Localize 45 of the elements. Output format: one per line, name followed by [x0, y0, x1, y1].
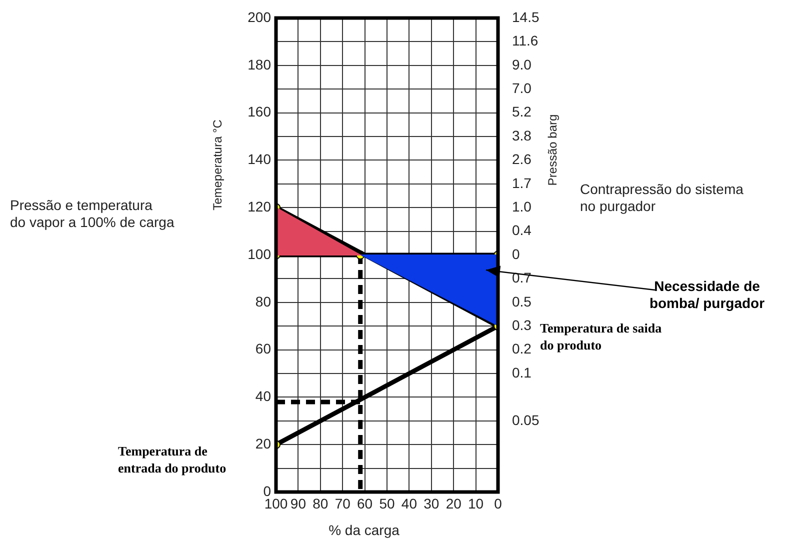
x-axis-title: % da carga	[328, 522, 400, 538]
x-tick-label: 40	[401, 495, 418, 512]
y-axis-title: Temeperatura °C	[210, 119, 224, 210]
text: 5.2	[512, 104, 532, 120]
text: 0.1	[512, 364, 532, 380]
x-tick-label: 0	[494, 495, 502, 512]
x-tick-label: 10	[468, 495, 484, 512]
text: 11.6	[512, 32, 538, 49]
text: 7.0	[512, 80, 532, 96]
y-tick-label: 40	[255, 388, 272, 404]
text: Necessidade de bomba/ purgador	[649, 278, 766, 311]
text: 14.5	[512, 8, 540, 25]
y-tick-label: 160	[248, 104, 272, 120]
text: Pressão e temperatura do vapor a 100% de carga	[10, 196, 174, 230]
y-tick-label: 0	[263, 482, 272, 499]
text: Temperatura de entrada do produto	[118, 443, 226, 476]
x-tick-label: 30	[424, 495, 440, 512]
y-tick-label: 60	[255, 340, 272, 357]
x-tick-label: 20	[446, 495, 462, 512]
y-tick-label: 100	[248, 246, 272, 262]
x-tick-label: 80	[312, 495, 328, 512]
text: 0.3	[512, 316, 532, 333]
text: Temperatura de saida do produto	[540, 320, 662, 352]
text: 9.0	[512, 56, 532, 72]
x-tick-label: 70	[334, 495, 351, 512]
y-tick-label: 200	[248, 8, 272, 25]
y-tick-label: 20	[255, 435, 272, 452]
text: 0	[512, 246, 520, 262]
text: 0.4	[512, 222, 532, 238]
text: 3.8	[512, 127, 532, 144]
y-tick-label: 140	[248, 151, 272, 168]
text: 2.6	[512, 151, 532, 168]
text: 0.05	[512, 412, 540, 428]
x-tick-label: 90	[290, 495, 306, 512]
text: 0.5	[512, 293, 532, 310]
text: 0.2	[512, 340, 532, 357]
text: Contrapressão do sistema no purgador	[580, 180, 744, 214]
x-tick-label: 50	[379, 495, 395, 512]
x-tick-label: 60	[357, 495, 373, 512]
text: 1.7	[512, 174, 532, 191]
y-tick-label: 120	[248, 198, 272, 214]
y2-axis-title: Pressão barg	[545, 114, 560, 186]
y-tick-label: 80	[255, 293, 272, 310]
text: 1.0	[512, 198, 532, 214]
y-tick-label: 180	[248, 56, 272, 72]
